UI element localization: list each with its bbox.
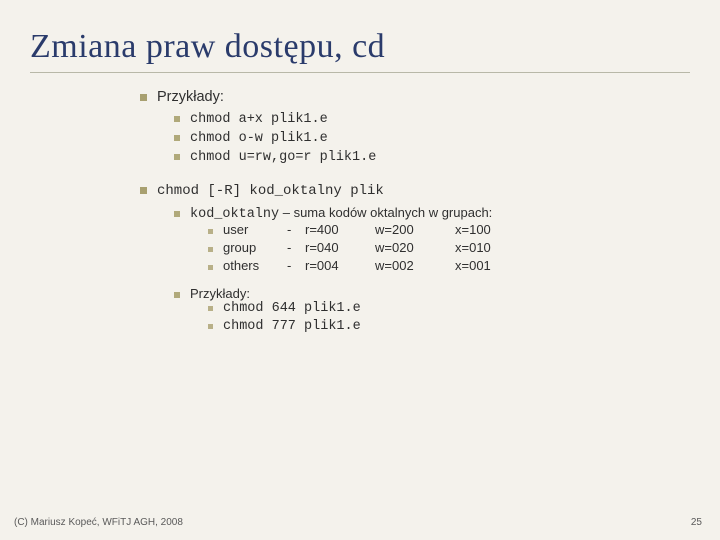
perm-w: w=020 [375,240,455,255]
perm-x: x=001 [455,258,525,273]
section-heading: Przykłady: [157,89,224,105]
perm-who: user [223,222,287,237]
kod-oktalny-desc: – suma kodów oktalnych w grupach: [279,205,492,220]
perm-dash: - [287,222,305,237]
code-example: chmod o-w plik1.e [190,131,328,146]
footer-copyright: (C) Mariusz Kopeć, WFiTJ AGH, 2008 [14,517,183,528]
perm-dash: - [287,258,305,273]
bullet-icon [140,94,147,101]
perm-r: r=400 [305,222,375,237]
perm-who: others [223,258,287,273]
bullet-icon [174,154,180,160]
bullet-icon [174,292,180,298]
section-examples-1: Przykłady: chmod a+x plik1.e chmod o-w p… [140,89,690,165]
bullet-icon [174,135,180,141]
code-example: chmod u=rw,go=r plik1.e [190,150,376,165]
perm-row-others: others - r=004 w=002 x=001 [223,258,525,273]
perm-x: x=100 [455,222,525,237]
section-chmod-octal: chmod [-R] kod_oktalny plik kod_oktalny … [140,182,690,334]
slide-title: Zmiana praw dostępu, cd [30,28,690,73]
code-example: chmod 777 plik1.e [223,319,361,334]
bullet-icon [208,306,213,311]
bullet-icon [208,247,213,252]
bullet-icon [174,211,180,217]
footer-page-number: 25 [691,517,702,528]
perm-x: x=010 [455,240,525,255]
code-example: chmod 644 plik1.e [223,301,361,316]
perm-dash: - [287,240,305,255]
bullet-icon [140,187,147,194]
perm-row-group: group - r=040 w=020 x=010 [223,240,525,255]
examples-heading: Przykłady: [190,286,250,301]
bullet-icon [174,116,180,122]
code-example: chmod a+x plik1.e [190,112,328,127]
slide-content: Przykłady: chmod a+x plik1.e chmod o-w p… [30,89,690,334]
section-heading-code: chmod [-R] kod_oktalny plik [157,183,384,199]
perm-who: group [223,240,287,255]
perm-row-user: user - r=400 w=200 x=100 [223,222,525,237]
perm-r: r=040 [305,240,375,255]
perm-r: r=004 [305,258,375,273]
kod-oktalny-label: kod_oktalny [190,207,279,222]
perm-w: w=200 [375,222,455,237]
bullet-icon [208,229,213,234]
slide: Zmiana praw dostępu, cd Przykłady: chmod… [0,0,720,540]
kod-oktalny-line: kod_oktalny – suma kodów oktalnych w gru… [190,205,492,222]
bullet-icon [208,265,213,270]
bullet-icon [208,324,213,329]
perm-w: w=002 [375,258,455,273]
